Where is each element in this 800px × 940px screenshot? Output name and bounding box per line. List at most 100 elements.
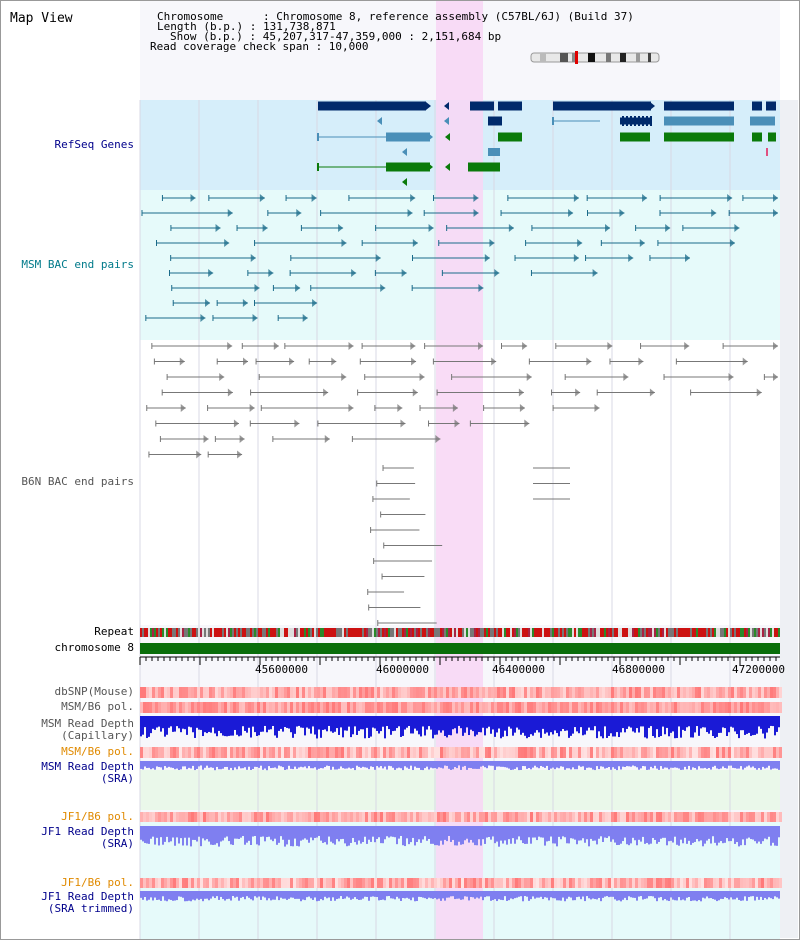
msm-b6-pol-heat-cell — [356, 702, 359, 713]
msm-capillary-depth-bar — [156, 716, 158, 728]
jf1-pol-trim-heat-cell — [215, 878, 218, 888]
jf1-trim-depth-bar — [594, 891, 596, 900]
jf1-pol-trim-heat-cell — [470, 878, 473, 888]
repeat-block — [218, 628, 220, 637]
jf1-pol-trim-heat-cell — [521, 878, 524, 888]
jf1-pol-trim-heat-cell — [749, 878, 752, 888]
jf1-sra-depth-bar — [294, 826, 296, 839]
msm-b6-pol-heat-cell — [764, 702, 767, 713]
b6n-bac-pair-arrow — [454, 419, 460, 428]
jf1-pol-trim-heat-cell — [680, 878, 683, 888]
msm-capillary-depth-bar — [762, 716, 764, 734]
msm-capillary-depth-bar — [542, 716, 544, 729]
msm-b6-pol-sra-heat-cell — [557, 747, 560, 758]
msm-capillary-depth-bar — [476, 716, 478, 735]
dbsnp-heat-cell — [323, 687, 326, 698]
jf1-sra-depth-bar — [340, 826, 342, 840]
jf1-sra-depth-bar — [414, 826, 416, 846]
msm-sra-depth-bar — [266, 761, 268, 771]
jf1-sra-depth-bar — [240, 826, 242, 838]
jf1-sra-depth-bar — [494, 826, 496, 844]
jf1-sra-depth-bar — [190, 826, 192, 847]
track-label-msm-b6-pol[interactable]: MSM/B6 pol. — [61, 700, 134, 713]
repeat-block — [296, 628, 298, 637]
dbsnp-heat-cell — [764, 687, 767, 698]
jf1-trim-depth-bar — [294, 891, 296, 899]
repeat-block — [324, 628, 326, 637]
jf1-sra-depth-bar — [660, 826, 662, 839]
msm-sra-depth-bar — [206, 761, 208, 766]
dbsnp-heat-cell — [461, 687, 464, 698]
jf1-trim-depth-bar — [324, 891, 326, 897]
msm-sra-depth-bar — [334, 761, 336, 770]
track-label-msm-b6-pol-sra[interactable]: MSM/B6 pol. — [61, 745, 134, 758]
msm-b6-pol-sra-heat-cell — [509, 747, 512, 758]
jf1-pol-heat-cell — [755, 812, 758, 822]
dbsnp-heat-cell — [470, 687, 473, 698]
jf1-pol-trim-heat-cell — [254, 878, 257, 888]
msm-capillary-depth-bar — [146, 716, 148, 739]
repeat-block — [322, 628, 324, 637]
jf1-sra-depth-bar — [208, 826, 210, 842]
jf1-trim-depth-bar — [198, 891, 200, 900]
repeat-block — [676, 628, 678, 637]
jf1-trim-depth-bar — [544, 891, 546, 898]
repeat-block — [144, 628, 146, 637]
jf1-pol-heat-cell — [395, 812, 398, 822]
jf1-pol-trim-heat-cell — [443, 878, 446, 888]
msm-b6-pol-sra-heat-cell — [533, 747, 536, 758]
track-label-dbsnp[interactable]: dbSNP(Mouse) — [54, 685, 134, 698]
track-label-jf1-pol[interactable]: JF1/B6 pol. — [61, 810, 134, 823]
track-label-msm-depth-sra[interactable]: MSM Read Depth — [41, 760, 134, 773]
dbsnp-heat-cell — [287, 687, 290, 698]
msm-sra-depth-bar — [148, 761, 150, 768]
repeat-block — [310, 628, 312, 637]
msm-b6-pol-heat-cell — [668, 702, 671, 713]
msm-b6-pol-sra-heat-cell — [323, 747, 326, 758]
msm-sra-depth-bar — [742, 761, 744, 770]
track-label-jf1-trim-depth[interactable]: JF1 Read Depth — [41, 890, 134, 903]
repeat-block — [338, 628, 340, 637]
msm-sra-depth-bar — [390, 761, 392, 767]
msm-b6-pol-sra-heat-cell — [512, 747, 515, 758]
jf1-sra-depth-bar — [210, 826, 212, 845]
msm-bac-pair-arrow — [375, 254, 381, 262]
msm-b6-pol-heat-cell — [293, 702, 296, 713]
jf1-trim-depth-bar — [476, 891, 478, 898]
jf1-trim-depth-bar — [158, 891, 160, 900]
track-label-refseq[interactable]: RefSeq Genes — [54, 138, 134, 151]
track-label-msm-depth-cap[interactable]: MSM Read Depth — [41, 717, 134, 730]
msm-sra-depth-bar — [580, 761, 582, 767]
msm-capillary-depth-bar — [490, 716, 492, 734]
jf1-sra-depth-bar — [154, 826, 156, 845]
track-label-jf1-pol-trim[interactable]: JF1/B6 pol. — [61, 876, 134, 889]
repeat-block — [730, 628, 732, 637]
msm-sra-depth-bar — [428, 761, 430, 770]
msm-capillary-depth-bar — [176, 716, 178, 727]
msm-b6-pol-heat-cell — [263, 702, 266, 713]
repeat-block — [746, 628, 748, 637]
msm-sra-depth-bar — [160, 761, 162, 768]
jf1-pol-heat-cell — [578, 812, 581, 822]
gene-exon — [622, 116, 624, 126]
repeat-block — [558, 628, 560, 637]
jf1-sra-depth-bar — [290, 826, 292, 847]
track-label-jf1-depth[interactable]: JF1 Read Depth — [41, 825, 134, 838]
msm-b6-pol-sra-heat-cell — [611, 747, 614, 758]
jf1-trim-depth-bar — [660, 891, 662, 898]
b6n-bac-pair-arrow — [227, 342, 233, 350]
msm-b6-pol-heat-cell — [587, 702, 590, 713]
track-label-b6n-bac[interactable]: B6N BAC end pairs — [21, 475, 134, 488]
jf1-trim-depth-bar — [458, 891, 460, 899]
msm-b6-pol-heat-cell — [593, 702, 596, 713]
dbsnp-heat-cell — [665, 687, 668, 698]
msm-b6-pol-sra-heat-cell — [206, 747, 209, 758]
track-label-msm-bac[interactable]: MSM BAC end pairs — [21, 258, 134, 271]
jf1-sra-depth-bar — [328, 826, 330, 837]
msm-b6-pol-sra-heat-cell — [506, 747, 509, 758]
msm-sra-depth-bar — [256, 761, 258, 767]
msm-sra-depth-bar — [434, 761, 436, 769]
msm-capillary-depth-bar — [292, 716, 294, 738]
jf1-pol-heat-cell — [608, 812, 611, 822]
jf1-pol-trim-heat-cell — [164, 878, 167, 888]
